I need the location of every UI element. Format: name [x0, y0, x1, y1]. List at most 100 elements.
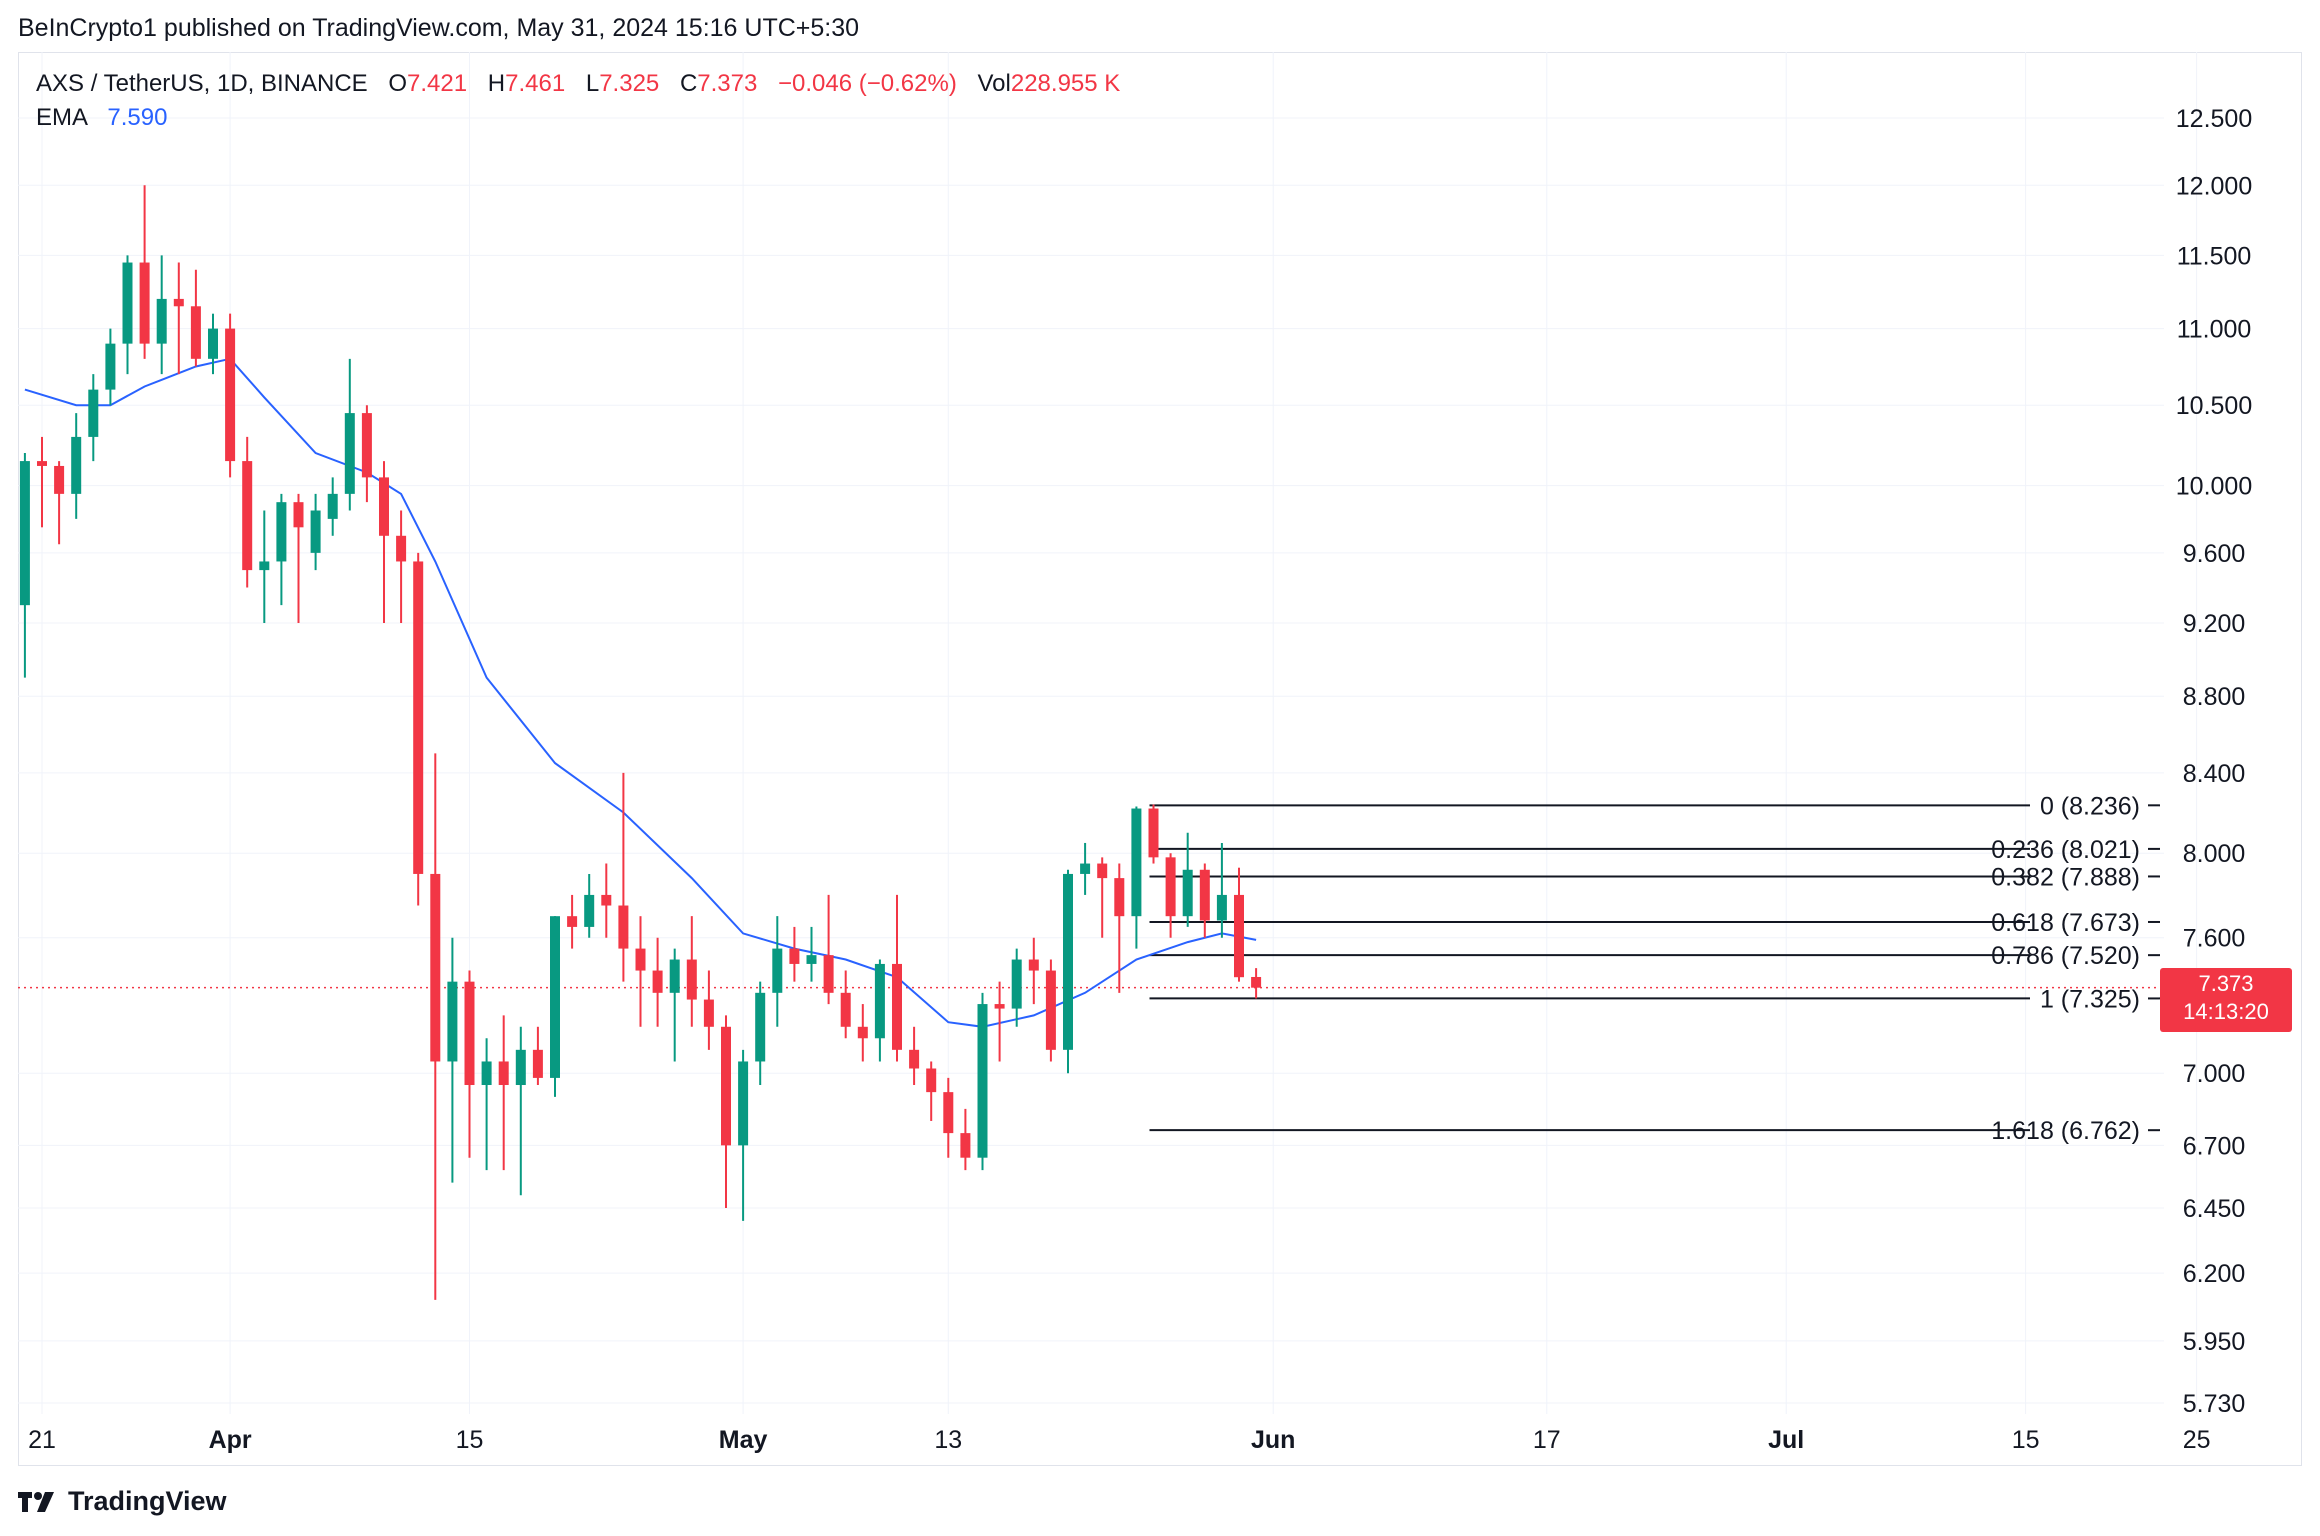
candle-body [481, 1061, 492, 1086]
candle-body [857, 1026, 868, 1039]
candle [1011, 948, 1022, 1027]
candle [960, 1108, 971, 1171]
candle-body [772, 948, 783, 993]
candle [618, 772, 629, 982]
candle [1216, 842, 1227, 938]
candle-body [567, 916, 578, 927]
last-price: 7.373 [2198, 971, 2254, 996]
candle [755, 981, 766, 1086]
ema-legend[interactable]: EMA 7.590 [36, 104, 167, 132]
candle [1080, 842, 1091, 895]
candles-group [19, 185, 1262, 1300]
candle-body [413, 561, 424, 874]
candle [242, 436, 253, 588]
candle [71, 413, 82, 519]
candle-body [276, 502, 287, 562]
candle [1045, 959, 1056, 1062]
candle [738, 1049, 749, 1221]
candle-body [515, 1049, 526, 1086]
candle [464, 970, 475, 1158]
candle-body [892, 963, 902, 1050]
candle [88, 374, 99, 462]
candle-body [344, 413, 355, 494]
open-label: O [388, 70, 408, 97]
y-tick-label: 5.950 [2183, 1328, 2246, 1356]
y-tick-label: 7.000 [2183, 1060, 2246, 1088]
x-tick-label: 17 [1533, 1426, 1561, 1454]
fib-level-label: 0.236 (8.021) [1991, 836, 2140, 864]
candle-body [977, 1004, 988, 1158]
candle [635, 916, 646, 1027]
footer[interactable]: TradingView [18, 1486, 227, 1517]
candle [584, 873, 595, 938]
y-tick-label: 8.000 [2183, 840, 2246, 868]
candle-body [1216, 894, 1227, 921]
candle-body [1234, 894, 1244, 978]
candle [105, 328, 116, 406]
y-tick-label: 10.500 [2176, 392, 2252, 420]
candle [926, 1061, 937, 1121]
candle [703, 970, 714, 1050]
candle-body [1045, 970, 1056, 1050]
candle [310, 493, 321, 571]
candle-body [1028, 959, 1039, 971]
x-axis: 21 Apr 15 May 13 Jun 17 Jul 15 25 [28, 1426, 2210, 1454]
candle-body [1080, 863, 1091, 874]
candle [1199, 863, 1210, 938]
candle [532, 1026, 543, 1086]
x-tick-label: 21 [28, 1426, 56, 1454]
candle-body [225, 328, 236, 462]
candle [1063, 869, 1073, 1074]
candle [652, 937, 663, 1027]
y-tick-label: 6.450 [2183, 1195, 2246, 1223]
candle-body [652, 970, 663, 993]
tradingview-brand: TradingView [68, 1486, 227, 1516]
candle [396, 510, 407, 623]
fib-level-label: 0.618 (7.673) [1991, 909, 2140, 937]
x-tick-label: 13 [934, 1426, 962, 1454]
publisher-line: BeInCrypto1 published on TradingView.com… [18, 14, 860, 42]
candle [19, 452, 30, 678]
candle [1028, 937, 1039, 1005]
open-value: 7.421 [407, 70, 468, 97]
volume-label: Vol [977, 70, 1011, 97]
candle-body [259, 561, 270, 571]
candle [122, 255, 133, 375]
x-tick-label: Jul [1768, 1426, 1804, 1454]
high-label: H [487, 70, 506, 97]
candle [686, 916, 697, 1027]
candle [327, 477, 338, 536]
fib-level-label: 1 (7.325) [2040, 985, 2140, 1013]
candle-body [909, 1049, 920, 1069]
candle-body [1182, 869, 1193, 917]
fib-level-label: 1.618 (6.762) [1991, 1117, 2140, 1145]
candle [156, 255, 167, 375]
candle [276, 493, 287, 606]
x-tick-label: 15 [456, 1426, 484, 1454]
symbol-legend: AXS / TetherUS, 1D, BINANCE O7.421 H7.46… [36, 70, 1120, 98]
candle [208, 313, 218, 375]
chart-frame[interactable] [18, 52, 2302, 1466]
candle [498, 1015, 509, 1171]
change-value: −0.046 (−0.62%) [778, 70, 957, 97]
y-axis: 12.500 12.000 11.500 11.000 10.500 10.000 9.60… [2176, 105, 2252, 1418]
candle-body [1114, 878, 1125, 917]
candle-body [190, 306, 201, 359]
x-tick-label: 15 [2012, 1426, 2040, 1454]
candle [361, 405, 372, 503]
candle-body [208, 328, 218, 359]
candle-body [550, 916, 560, 1078]
y-tick-label: 8.400 [2183, 760, 2246, 788]
candle [139, 185, 150, 359]
candle-body [242, 461, 253, 571]
fib-level-label: 0.786 (7.520) [1991, 942, 2140, 970]
candle-body [1199, 869, 1210, 921]
candle-body [806, 955, 817, 964]
candle [344, 358, 355, 511]
candle [293, 493, 304, 623]
candle-body [703, 999, 714, 1027]
candle-body [71, 436, 82, 494]
candle [413, 552, 424, 906]
candle-body [173, 298, 184, 307]
